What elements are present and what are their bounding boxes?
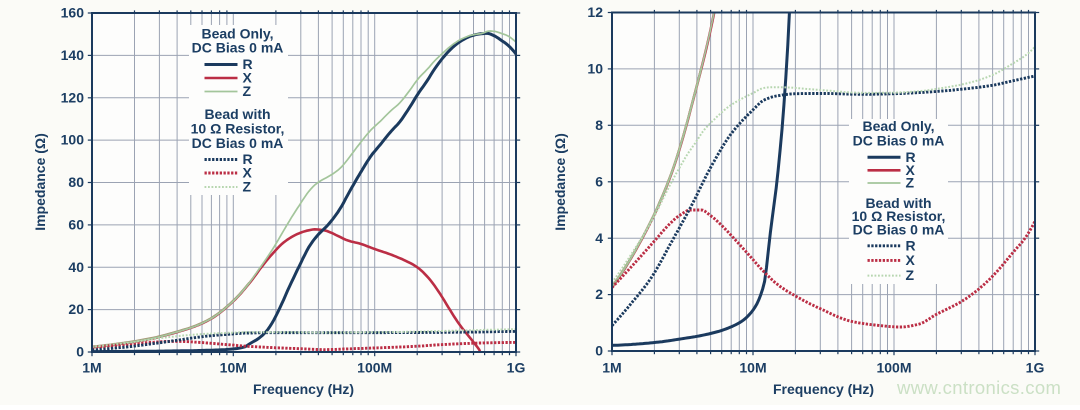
svg-text:140: 140 bbox=[61, 47, 85, 63]
svg-text:Z: Z bbox=[906, 267, 915, 283]
svg-text:120: 120 bbox=[61, 89, 85, 105]
svg-text:40: 40 bbox=[68, 259, 84, 275]
svg-text:0: 0 bbox=[76, 344, 84, 360]
svg-text:X: X bbox=[243, 165, 253, 181]
svg-text:Bead with: Bead with bbox=[204, 106, 270, 122]
svg-text:8: 8 bbox=[595, 117, 603, 133]
svg-text:R: R bbox=[243, 56, 253, 72]
svg-text:R: R bbox=[906, 237, 916, 253]
svg-text:12: 12 bbox=[587, 4, 603, 20]
svg-text:www.cntronics.com: www.cntronics.com bbox=[896, 377, 1061, 398]
svg-text:Bead Only,: Bead Only, bbox=[862, 118, 934, 134]
svg-text:20: 20 bbox=[68, 301, 84, 317]
svg-text:100M: 100M bbox=[357, 360, 392, 376]
svg-text:100: 100 bbox=[61, 132, 85, 148]
svg-text:DC Bias 0 mA: DC Bias 0 mA bbox=[853, 221, 945, 237]
svg-text:10M: 10M bbox=[220, 360, 247, 376]
svg-text:1G: 1G bbox=[507, 360, 526, 376]
svg-text:X: X bbox=[243, 70, 253, 86]
svg-text:DC Bias 0 mA: DC Bias 0 mA bbox=[192, 40, 284, 56]
svg-text:DC Bias 0 mA: DC Bias 0 mA bbox=[192, 135, 284, 151]
svg-text:X: X bbox=[906, 162, 916, 178]
svg-text:60: 60 bbox=[68, 217, 84, 233]
svg-text:10M: 10M bbox=[739, 360, 766, 376]
svg-text:DC Bias 0 mA: DC Bias 0 mA bbox=[853, 132, 945, 148]
svg-text:80: 80 bbox=[68, 174, 84, 190]
svg-text:Impedance (Ω): Impedance (Ω) bbox=[552, 133, 568, 231]
svg-text:100M: 100M bbox=[876, 360, 911, 376]
svg-text:10 Ω Resistor,: 10 Ω Resistor, bbox=[852, 208, 946, 224]
svg-text:2: 2 bbox=[595, 286, 603, 302]
svg-text:0: 0 bbox=[595, 343, 603, 359]
svg-text:Z: Z bbox=[243, 179, 252, 195]
svg-text:Frequency (Hz): Frequency (Hz) bbox=[253, 381, 354, 397]
svg-text:4: 4 bbox=[595, 230, 603, 246]
svg-text:R: R bbox=[906, 149, 916, 165]
svg-text:6: 6 bbox=[595, 173, 603, 189]
svg-text:R: R bbox=[243, 151, 253, 167]
svg-text:X: X bbox=[906, 252, 916, 268]
svg-text:Z: Z bbox=[243, 83, 252, 99]
svg-text:160: 160 bbox=[61, 5, 85, 21]
svg-text:Z: Z bbox=[906, 175, 915, 191]
svg-text:1M: 1M bbox=[602, 360, 621, 376]
svg-text:10: 10 bbox=[587, 61, 603, 77]
svg-text:1G: 1G bbox=[1026, 360, 1045, 376]
svg-text:10 Ω Resistor,: 10 Ω Resistor, bbox=[191, 121, 285, 137]
svg-text:Impedance (Ω): Impedance (Ω) bbox=[32, 133, 48, 231]
svg-text:1M: 1M bbox=[82, 360, 101, 376]
svg-text:Frequency (Hz): Frequency (Hz) bbox=[773, 381, 874, 397]
svg-text:Bead with: Bead with bbox=[865, 195, 931, 211]
svg-text:Bead Only,: Bead Only, bbox=[201, 25, 273, 41]
